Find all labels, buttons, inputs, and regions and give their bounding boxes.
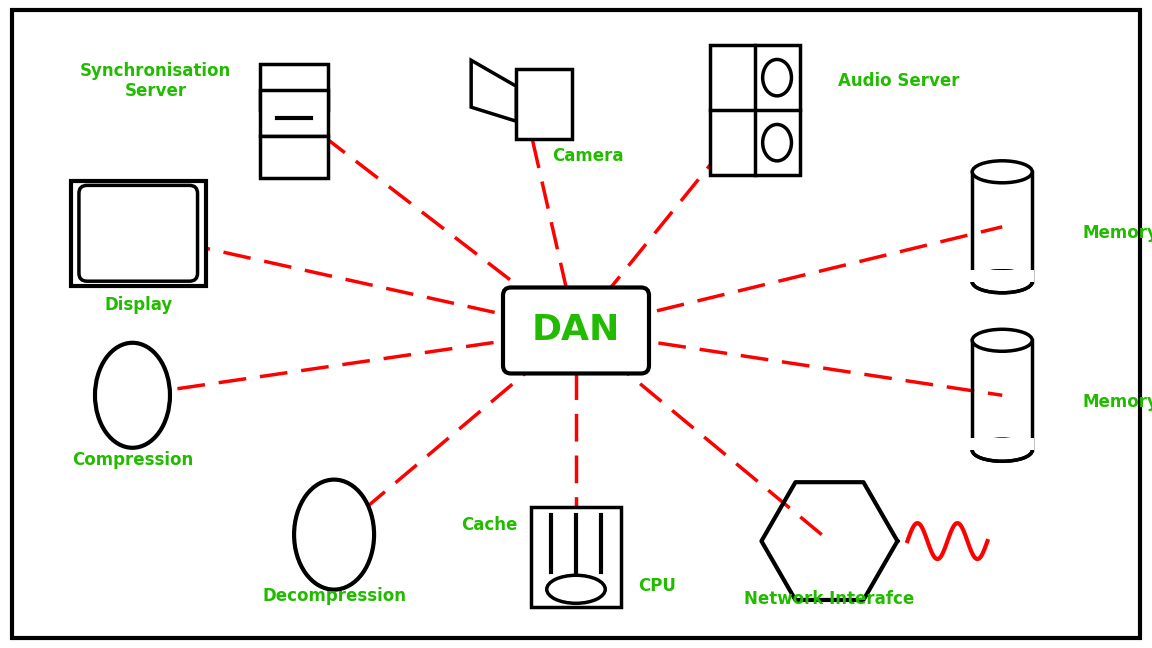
FancyBboxPatch shape	[79, 185, 197, 281]
Bar	[259, 64, 328, 110]
Text: Decompression: Decompression	[262, 587, 406, 605]
Text: Cache: Cache	[462, 516, 517, 534]
Text: Synchronisation
Server: Synchronisation Server	[79, 62, 232, 100]
Bar	[970, 438, 1034, 450]
Ellipse shape	[94, 343, 170, 448]
Bar	[970, 438, 1034, 450]
Bar	[970, 270, 1034, 282]
FancyBboxPatch shape	[503, 288, 649, 373]
Text: Memory: Memory	[1083, 393, 1152, 411]
Text: Camera: Camera	[552, 146, 623, 165]
Ellipse shape	[972, 271, 1032, 293]
Polygon shape	[471, 60, 516, 121]
Text: CPU: CPU	[638, 577, 675, 596]
Text: Display: Display	[104, 295, 173, 314]
Bar	[516, 69, 573, 139]
Bar	[531, 507, 621, 607]
Ellipse shape	[972, 161, 1032, 183]
Ellipse shape	[972, 329, 1032, 351]
Bar	[970, 270, 1034, 282]
Ellipse shape	[972, 439, 1032, 461]
Ellipse shape	[294, 480, 374, 590]
Ellipse shape	[763, 60, 791, 96]
Text: Memory: Memory	[1083, 224, 1152, 242]
Ellipse shape	[763, 124, 791, 161]
Bar	[70, 181, 206, 286]
Text: Compression: Compression	[71, 451, 194, 469]
Ellipse shape	[547, 575, 605, 603]
Bar	[259, 135, 328, 178]
Text: Network Interafce: Network Interafce	[744, 590, 915, 608]
Text: Audio Server: Audio Server	[838, 72, 960, 90]
Bar	[710, 45, 799, 175]
Bar	[259, 90, 328, 135]
Text: DAN: DAN	[532, 314, 620, 347]
